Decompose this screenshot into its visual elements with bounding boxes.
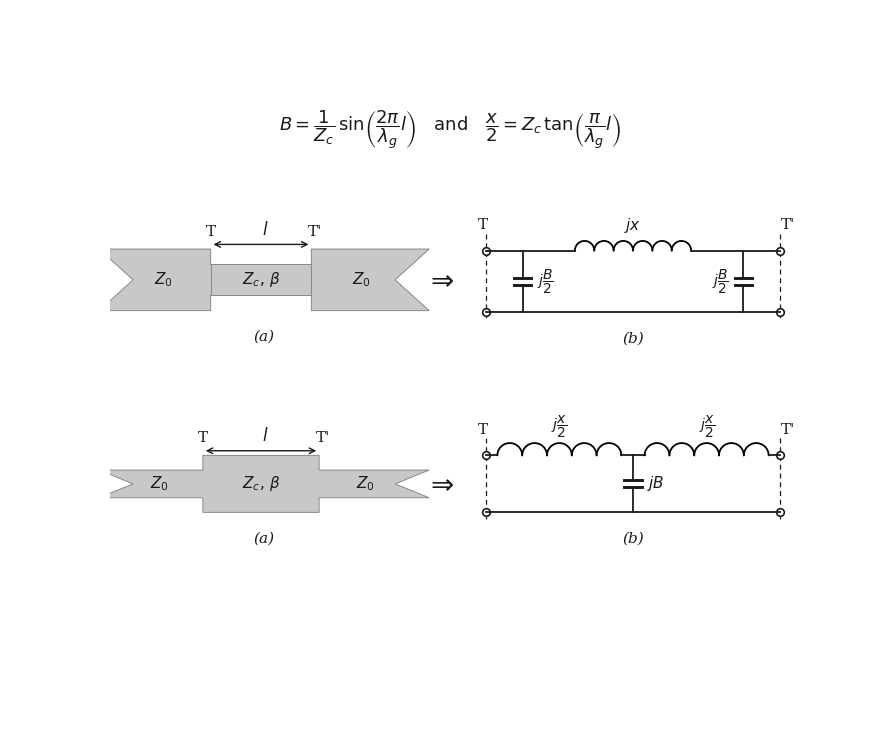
Text: $\Rightarrow$: $\Rightarrow$ xyxy=(424,470,453,498)
Text: $Z_c,\, \beta$: $Z_c,\, \beta$ xyxy=(241,270,280,289)
Text: $jx$: $jx$ xyxy=(623,216,641,235)
Polygon shape xyxy=(303,249,428,311)
Text: $Z_0$: $Z_0$ xyxy=(356,474,375,493)
Text: (a): (a) xyxy=(253,532,274,545)
Text: $j\dfrac{x}{2}$: $j\dfrac{x}{2}$ xyxy=(698,414,714,440)
Text: $Z_0$: $Z_0$ xyxy=(154,270,173,289)
Text: T': T' xyxy=(780,423,795,437)
Text: T: T xyxy=(205,225,215,239)
Text: $jB$: $jB$ xyxy=(646,474,664,493)
Text: $Z_0$: $Z_0$ xyxy=(352,270,371,289)
Text: (a): (a) xyxy=(253,330,274,344)
Text: $j\dfrac{B}{2}$: $j\dfrac{B}{2}$ xyxy=(711,267,728,296)
Text: $j\dfrac{B}{2}$: $j\dfrac{B}{2}$ xyxy=(536,267,553,296)
Text: T: T xyxy=(478,423,488,437)
Polygon shape xyxy=(99,456,428,512)
Text: $Z_0$: $Z_0$ xyxy=(150,474,169,493)
Polygon shape xyxy=(99,249,219,311)
Text: (b): (b) xyxy=(622,532,644,545)
Text: $l$: $l$ xyxy=(262,221,268,239)
Text: T': T' xyxy=(780,218,795,232)
Text: T: T xyxy=(478,218,488,232)
Polygon shape xyxy=(211,264,311,295)
Text: $j\dfrac{x}{2}$: $j\dfrac{x}{2}$ xyxy=(551,414,567,440)
Text: T': T' xyxy=(308,225,322,239)
Text: $\Rightarrow$: $\Rightarrow$ xyxy=(424,266,453,294)
Text: $Z_c,\, \beta$: $Z_c,\, \beta$ xyxy=(241,474,280,493)
Text: (b): (b) xyxy=(622,332,644,345)
Text: T: T xyxy=(198,431,208,445)
Text: $l$: $l$ xyxy=(262,427,268,445)
Text: T': T' xyxy=(315,431,330,445)
Text: $B = \dfrac{1}{Z_c}\,\sin\!\left(\dfrac{2\pi}{\lambda_g}l\right)$$\quad \mathrm{: $B = \dfrac{1}{Z_c}\,\sin\!\left(\dfrac{… xyxy=(278,108,621,151)
